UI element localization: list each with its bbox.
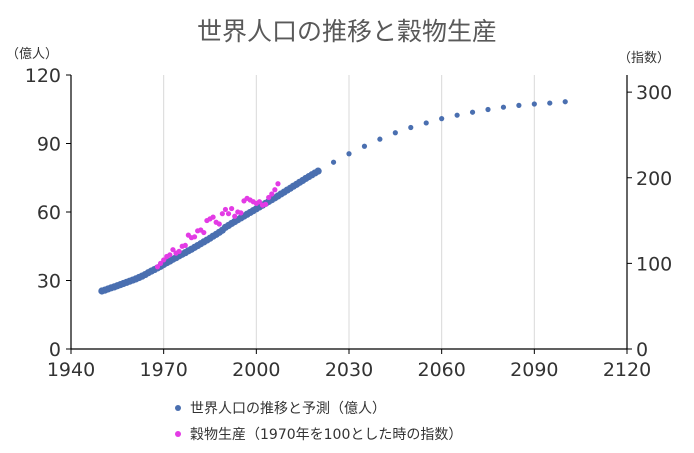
grain-point xyxy=(275,181,281,187)
left-tick-label: 90 xyxy=(37,134,61,156)
grain-point xyxy=(157,260,164,266)
right-axis-unit: （指数） xyxy=(618,51,670,66)
population-point xyxy=(500,104,507,110)
population-point xyxy=(469,109,476,115)
grain-point xyxy=(225,211,232,217)
chart-title: 世界人口の推移と穀物生産 xyxy=(197,17,497,46)
right-tick-label: 0 xyxy=(636,339,648,361)
population-point xyxy=(408,124,414,131)
population-point xyxy=(423,120,429,126)
left-axis-ticks: 0 30 60 90 120 xyxy=(25,65,71,361)
left-tick-label: 30 xyxy=(37,271,61,293)
right-tick-label: 300 xyxy=(636,82,672,104)
grain-point xyxy=(191,234,198,240)
x-tick-label: 2120 xyxy=(603,359,651,381)
population-point xyxy=(439,116,445,122)
population-point xyxy=(485,106,491,113)
grain-point xyxy=(269,191,275,197)
grain-point xyxy=(229,205,235,212)
population-point xyxy=(454,112,460,118)
x-tick-label: 1940 xyxy=(47,359,95,381)
legend: 世界人口の推移と予測（億人） 穀物生産（1970年を100とした時の指数） xyxy=(175,401,462,443)
x-tick-label: 2090 xyxy=(510,359,558,381)
left-tick-label: 120 xyxy=(25,65,61,87)
legend-marker-grain xyxy=(175,431,181,437)
legend-label-grain: 穀物生産（1970年を100とした時の指数） xyxy=(190,427,462,443)
population-point xyxy=(516,102,522,108)
right-tick-label: 100 xyxy=(636,253,672,275)
x-tick-label: 2030 xyxy=(325,359,373,381)
population-point xyxy=(562,99,568,105)
grain-point xyxy=(176,248,182,254)
left-tick-label: 0 xyxy=(49,339,61,361)
grain-point xyxy=(219,211,225,217)
legend-marker-population xyxy=(175,405,181,411)
grain-point xyxy=(263,201,269,207)
right-tick-label: 200 xyxy=(636,168,672,190)
grain-point xyxy=(161,257,167,263)
population-point xyxy=(377,136,383,142)
legend-label-population: 世界人口の推移と予測（億人） xyxy=(190,401,386,417)
grain-point xyxy=(272,187,278,193)
plot-area xyxy=(98,99,568,295)
left-tick-label: 60 xyxy=(37,202,61,224)
population-point xyxy=(547,100,553,106)
grain-point xyxy=(238,210,244,216)
x-tick-label: 2000 xyxy=(232,359,280,381)
x-axis-ticks: 1940 1970 2000 2030 2060 2090 2120 xyxy=(47,349,651,381)
population-point xyxy=(346,151,352,157)
grid-lines xyxy=(163,75,535,349)
population-point xyxy=(314,167,322,175)
grain-point xyxy=(266,194,272,201)
grain-point xyxy=(170,247,176,253)
population-point xyxy=(330,159,337,165)
population-point xyxy=(392,130,398,136)
grain-point xyxy=(222,206,229,213)
left-axis-unit: （億人） xyxy=(6,46,58,62)
grain-point xyxy=(201,229,207,236)
grain-point xyxy=(167,252,173,258)
right-axis-ticks: 0 100 200 300 xyxy=(627,82,672,361)
x-tick-label: 1970 xyxy=(139,359,187,381)
population-point xyxy=(531,101,537,107)
population-point xyxy=(361,143,368,149)
grain-point xyxy=(256,199,263,205)
grain-point xyxy=(232,213,238,219)
x-tick-label: 2060 xyxy=(417,359,465,381)
grain-point xyxy=(182,242,188,248)
grain-point xyxy=(210,214,216,220)
grain-point xyxy=(154,264,161,270)
grain-point xyxy=(216,221,222,227)
